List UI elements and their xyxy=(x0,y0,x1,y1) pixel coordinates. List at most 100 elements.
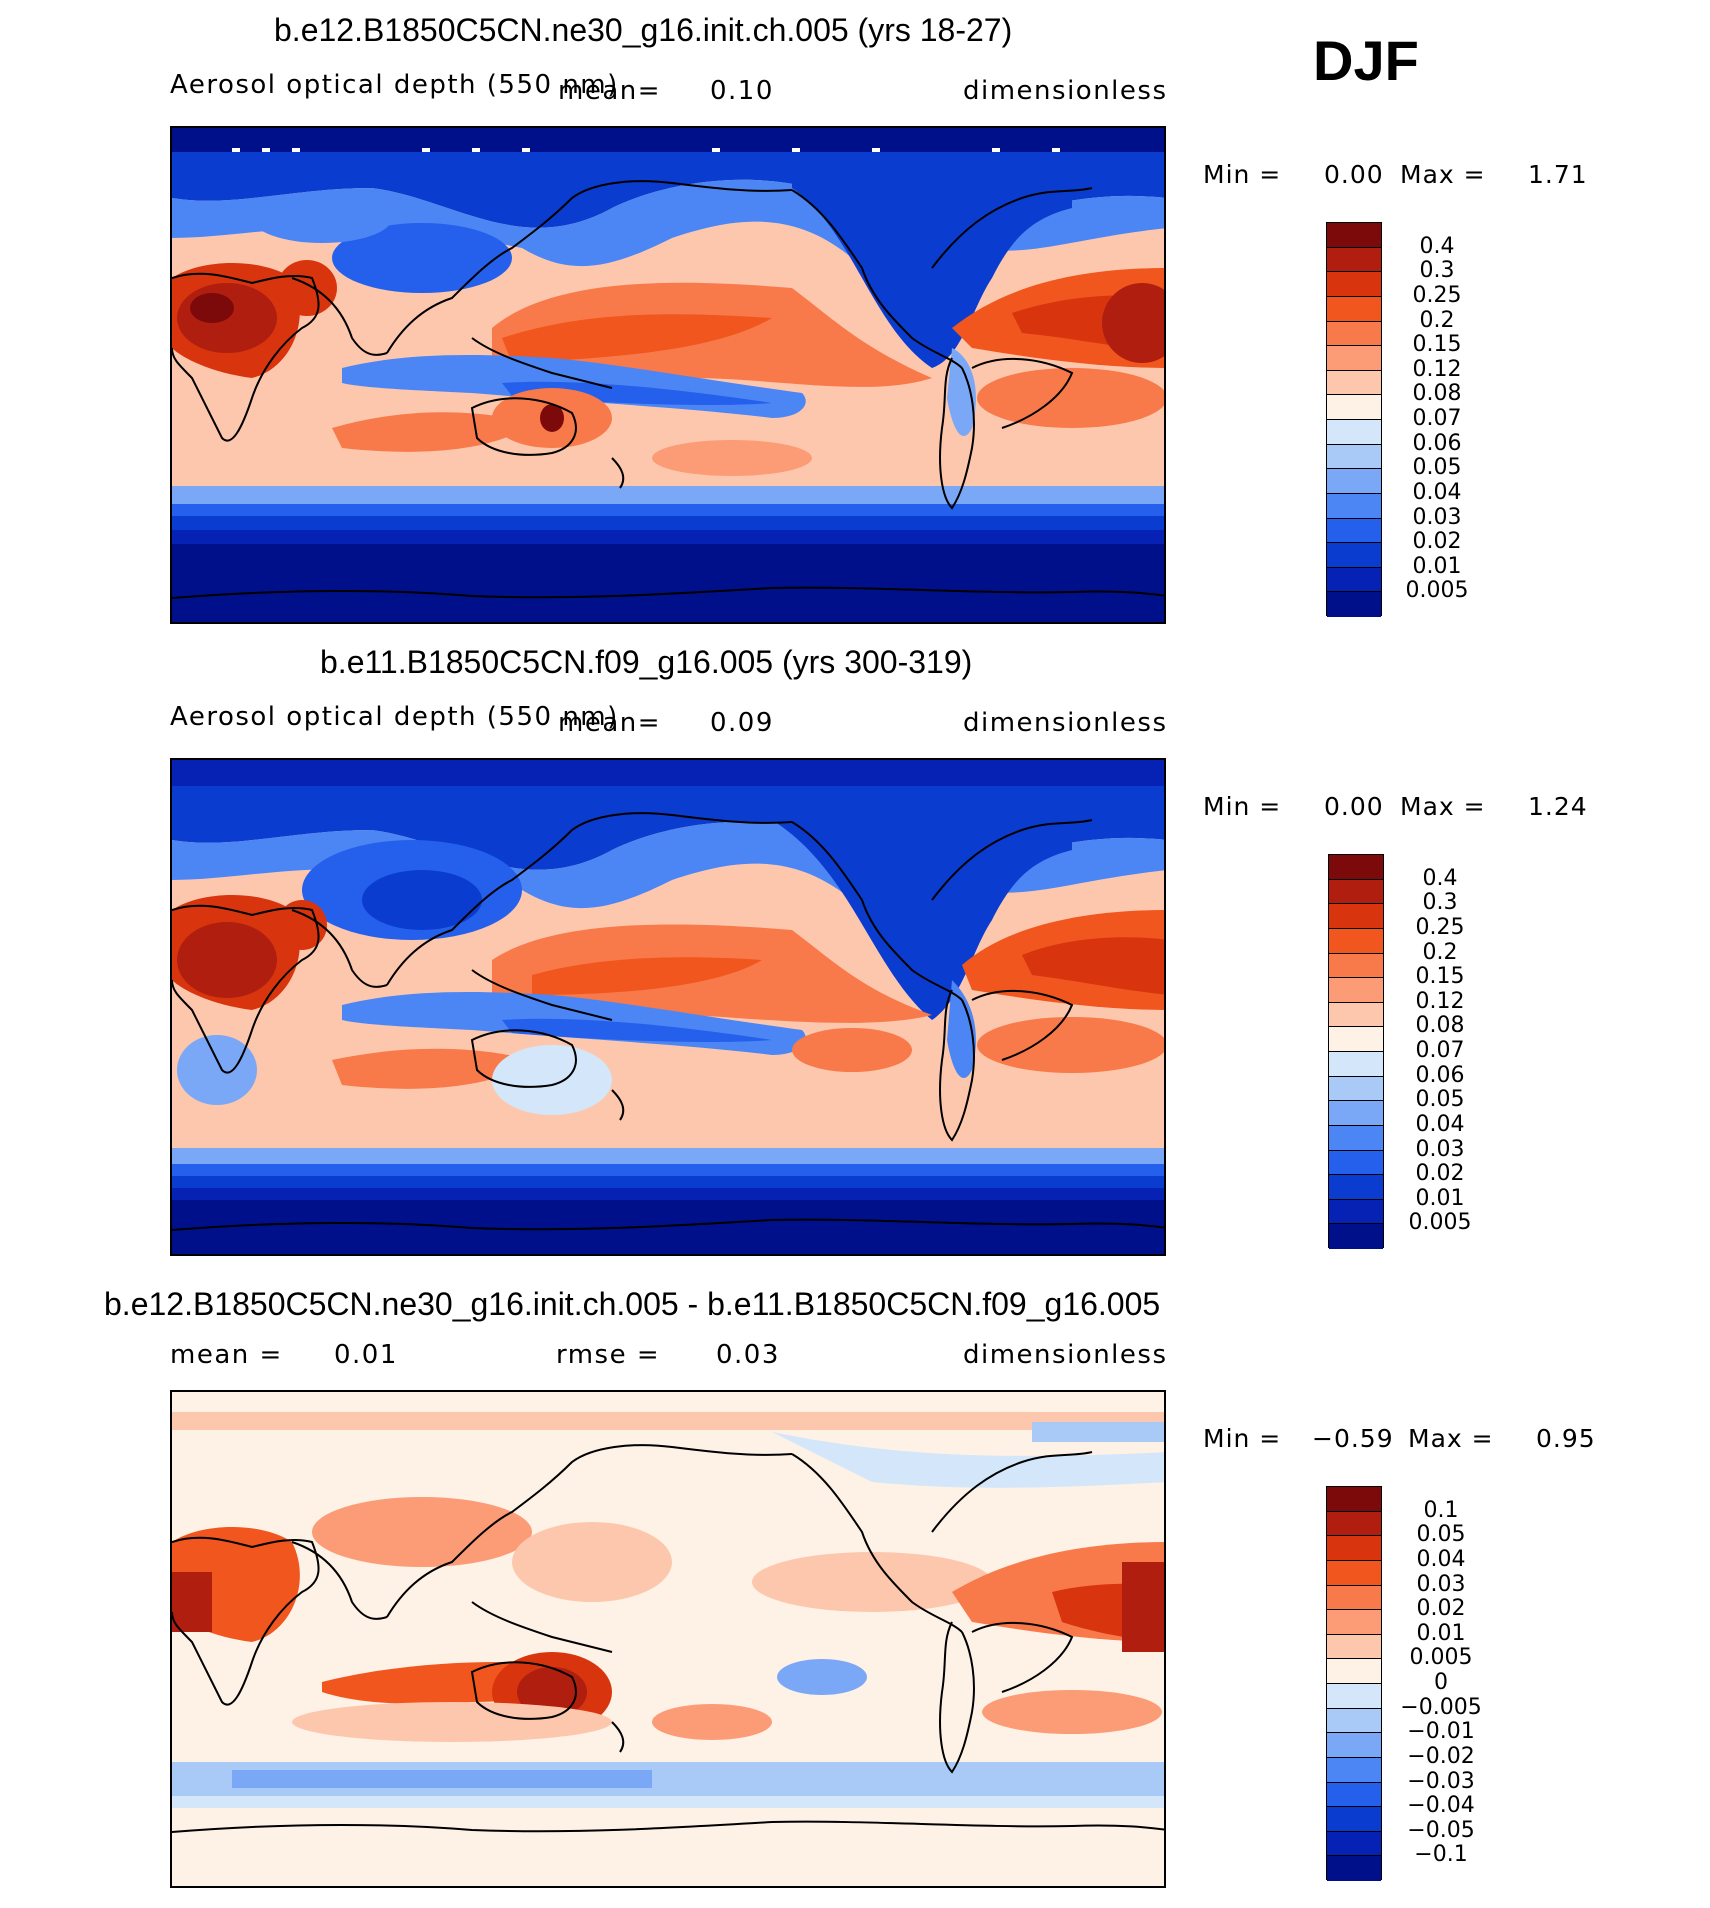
p2-arctic-field xyxy=(172,760,1164,786)
panel-1-min-label: Min = xyxy=(1203,160,1282,189)
p1-polar-gaps xyxy=(232,148,1060,152)
colorbar-tick-label: −0.03 xyxy=(1407,1768,1475,1794)
colorbar-swatch xyxy=(1327,1684,1381,1709)
panel-1-map xyxy=(170,126,1166,624)
panel-2-map xyxy=(170,758,1166,1256)
colorbar-swatch xyxy=(1329,928,1383,954)
colorbar-tick-label: 0.03 xyxy=(1415,1136,1465,1162)
colorbar-swatch xyxy=(1327,1782,1381,1808)
panel-2-min-label: Min = xyxy=(1203,792,1282,821)
colorbar-tick-label: 0.04 xyxy=(1412,479,1462,505)
colorbar-swatch xyxy=(1327,1856,1381,1881)
colorbar-swatch xyxy=(1327,493,1381,519)
panel-3-title: b.e12.B1850C5CN.ne30_g16.init.ch.005 - b… xyxy=(104,1286,1161,1322)
panel-3-mean-value: 0.01 xyxy=(334,1340,398,1370)
colorbar-tick-label: 0.08 xyxy=(1412,381,1462,407)
colorbar-tick-label: −0.005 xyxy=(1400,1694,1482,1720)
panel-3-max-value: 0.95 xyxy=(1536,1424,1596,1453)
colorbar-tick-label: 0.25 xyxy=(1415,914,1465,940)
colorbar-swatch xyxy=(1329,1076,1383,1102)
panel-2-max-label: Max = xyxy=(1400,792,1486,821)
colorbar-tick-label: 0.05 xyxy=(1416,1522,1466,1548)
colorbar-tick-label: 0.2 xyxy=(1419,307,1455,333)
panel-2-mean-label: mean= xyxy=(558,708,662,738)
colorbar-swatch xyxy=(1329,978,1383,1003)
colorbar-swatch xyxy=(1327,1511,1381,1537)
colorbar-swatch xyxy=(1327,370,1381,396)
colorbar-tick-label: −0.1 xyxy=(1414,1842,1468,1868)
colorbar-swatch xyxy=(1327,223,1381,248)
colorbar-swatch xyxy=(1327,444,1381,470)
colorbar-swatch xyxy=(1327,1536,1381,1561)
colorbar-swatch xyxy=(1329,953,1383,979)
colorbar-swatch xyxy=(1329,1199,1383,1225)
colorbar-tick-label: 0.05 xyxy=(1415,1087,1465,1113)
colorbar-swatch xyxy=(1327,1708,1381,1734)
colorbar-tick-label: 0.4 xyxy=(1419,233,1455,259)
colorbar-swatch xyxy=(1327,1659,1381,1684)
colorbar-swatch xyxy=(1329,904,1383,929)
season-label: DJF xyxy=(1313,29,1419,92)
colorbar-swatch xyxy=(1329,1224,1383,1249)
colorbar-tick-label: 0.07 xyxy=(1412,406,1462,431)
colorbar-tick-label: 0.06 xyxy=(1415,1062,1465,1088)
colorbar-tick-label: −0.02 xyxy=(1407,1743,1475,1769)
colorbar-tick-label: 0.25 xyxy=(1412,282,1462,308)
colorbar-tick-label: 0.3 xyxy=(1422,890,1458,916)
colorbar-swatch xyxy=(1329,1052,1383,1077)
panel-1-max-value: 1.71 xyxy=(1528,160,1588,189)
colorbar-tick-label: 0.12 xyxy=(1415,988,1465,1014)
colorbar-swatch xyxy=(1329,1150,1383,1176)
p2-antarctic-field xyxy=(172,1200,1164,1254)
panel-2-title: b.e11.B1850C5CN.f09_g16.005 (yrs 300-319… xyxy=(320,644,973,680)
p1-coastlines xyxy=(172,180,1164,599)
colorbar-tick-label: 0.04 xyxy=(1416,1546,1466,1572)
colorbar-swatch xyxy=(1327,1831,1381,1857)
colorbar-swatch xyxy=(1327,543,1381,568)
colorbar-swatch xyxy=(1329,1027,1383,1052)
colorbar-swatch xyxy=(1327,1634,1381,1660)
panel-2-units: dimensionless xyxy=(963,708,1168,738)
panel-2-max-value: 1.24 xyxy=(1528,792,1588,821)
panel-2-min-value: 0.00 xyxy=(1324,792,1384,821)
colorbar-tick-label: 0.04 xyxy=(1415,1111,1465,1137)
panel-1-min-value: 0.00 xyxy=(1324,160,1384,189)
colorbar-tick-label: 0 xyxy=(1434,1670,1448,1695)
colorbar-tick-label: −0.01 xyxy=(1407,1719,1475,1745)
colorbar-swatch xyxy=(1327,1733,1381,1758)
colorbar-tick-label: 0.005 xyxy=(1405,578,1469,604)
p1-so-band-1 xyxy=(172,486,1164,504)
colorbar-swatch xyxy=(1327,1585,1381,1611)
panel-3-max-label: Max = xyxy=(1408,1424,1494,1453)
colorbar-swatch xyxy=(1329,879,1383,905)
colorbar-swatch xyxy=(1329,1175,1383,1200)
colorbar-tick-label: 0.005 xyxy=(1408,1210,1472,1236)
colorbar-tick-label: 0.4 xyxy=(1422,865,1458,891)
p2-coastlines xyxy=(172,812,1164,1231)
colorbar-tick-label: 0.3 xyxy=(1419,258,1455,284)
colorbar-swatch xyxy=(1327,296,1381,322)
panel-3-min-value: −0.59 xyxy=(1312,1424,1394,1453)
colorbar-swatch xyxy=(1327,592,1381,617)
panel-1-mean-label: mean= xyxy=(558,76,662,106)
colorbar-tick-label: −0.04 xyxy=(1407,1793,1475,1819)
colorbar-swatch xyxy=(1327,1610,1381,1635)
panel-1-variable: Aerosol optical depth (550 nm) xyxy=(170,70,619,100)
colorbar-swatch xyxy=(1329,1101,1383,1126)
colorbar-swatch xyxy=(1327,1487,1381,1512)
panel-3-min-label: Min = xyxy=(1203,1424,1282,1453)
p1-antarctic-field xyxy=(172,544,1164,622)
p3-coastlines xyxy=(172,1444,1164,1833)
colorbar-tick-label: −0.05 xyxy=(1407,1817,1475,1843)
colorbar-swatch xyxy=(1327,346,1381,371)
panel-1-colorbar xyxy=(1326,222,1382,617)
colorbar-tick-label: 0.02 xyxy=(1412,529,1462,555)
colorbar-swatch xyxy=(1327,395,1381,420)
panel-1-units: dimensionless xyxy=(963,76,1168,106)
colorbar-tick-label: 0.07 xyxy=(1415,1038,1465,1063)
colorbar-swatch xyxy=(1329,1125,1383,1151)
panel-2-variable: Aerosol optical depth (550 nm) xyxy=(170,702,619,732)
colorbar-tick-label: 0.01 xyxy=(1412,553,1462,579)
colorbar-swatch xyxy=(1329,1002,1383,1028)
colorbar-tick-label: 0.15 xyxy=(1412,332,1462,358)
